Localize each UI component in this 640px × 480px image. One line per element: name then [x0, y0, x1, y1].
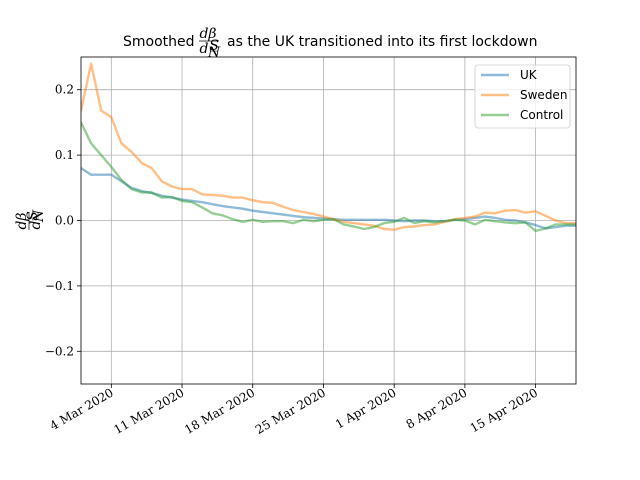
y-tick-label: 0.2 [55, 83, 74, 97]
y-tick-label: 0.0 [55, 214, 74, 228]
x-tick-label: 11 Mar 2020 [111, 385, 186, 436]
chart-title-prefix: Smoothed [123, 34, 195, 50]
series-line-control [81, 121, 576, 233]
title-fraction-denominator-den: N [207, 45, 221, 61]
title-fraction-denominator-prefix: d [200, 41, 209, 57]
title-derivative-fraction: dβ d S N [199, 26, 221, 61]
y-tick-label: 0.1 [55, 148, 74, 162]
legend-box [474, 64, 571, 129]
chart-title: Smoothed dβ d S N as the UK transitioned… [123, 26, 538, 61]
legend-label-uk: UK [520, 68, 538, 82]
x-tick-label: 8 Apr 2020 [404, 385, 470, 431]
y-axis-ticks: 0.2 0.1 0.0 −0.1 −0.2 [45, 83, 81, 358]
y-axis-label: dβ d S N [14, 209, 47, 230]
y-tick-label: −0.1 [45, 279, 74, 293]
x-tick-label: 18 Mar 2020 [182, 385, 257, 436]
series-line-sweden [81, 62, 576, 231]
x-tick-label: 4 Mar 2020 [47, 385, 115, 433]
title-fraction-denominator-num: S [209, 38, 219, 54]
series-lines [81, 62, 576, 233]
ylabel-denominator-prefix: d [28, 220, 44, 229]
x-tick-label: 15 Apr 2020 [468, 385, 540, 435]
chart-title-suffix: as the UK transitioned into its first lo… [227, 34, 538, 50]
ylabel-denominator-num: S [25, 211, 41, 221]
ylabel-numerator: dβ [14, 212, 30, 229]
legend-label-control: Control [520, 108, 563, 122]
x-tick-label: 1 Apr 2020 [333, 385, 399, 431]
ylabel-denominator-den: N [31, 209, 47, 223]
legend-label-sweden: Sweden [520, 88, 567, 102]
legend: UK Sweden Control [474, 64, 571, 129]
x-tick-label: 25 Mar 2020 [253, 385, 328, 436]
title-fraction-numerator: dβ [199, 26, 216, 42]
y-tick-label: −0.2 [45, 344, 74, 358]
